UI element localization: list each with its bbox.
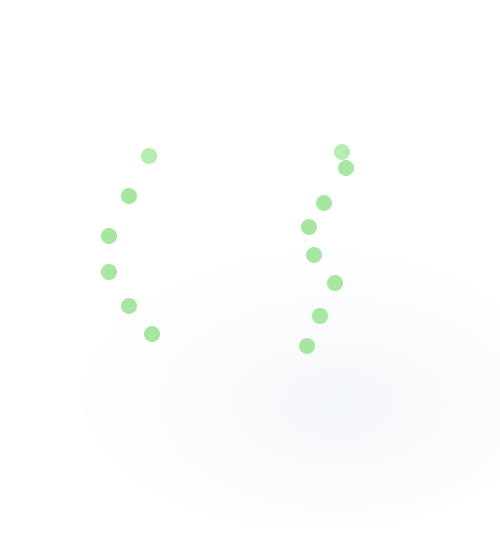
dot [299, 338, 315, 354]
dot [121, 188, 137, 204]
dot [101, 228, 117, 244]
dot [306, 247, 322, 263]
dot [121, 298, 137, 314]
dot [338, 160, 354, 176]
dot [334, 144, 350, 160]
dot [101, 264, 117, 280]
dot [301, 219, 317, 235]
dot [141, 148, 157, 164]
dot [312, 308, 328, 324]
dot [327, 275, 343, 291]
dot [144, 326, 160, 342]
dot [316, 195, 332, 211]
